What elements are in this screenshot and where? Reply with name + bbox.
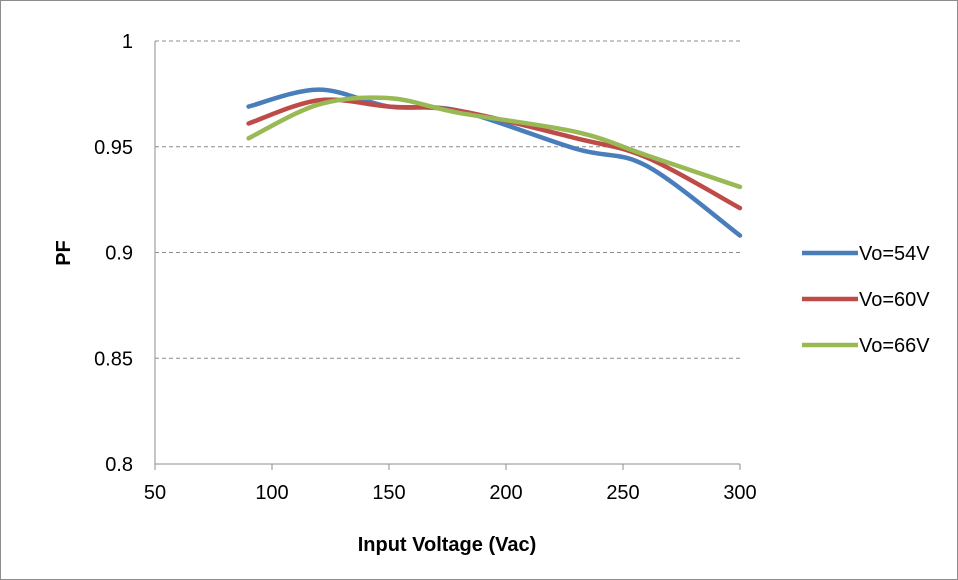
x-tick-label: 300 [723, 482, 756, 504]
legend: Vo=54V Vo=60V Vo=66V [802, 243, 930, 357]
x-tick-label: 50 [144, 482, 166, 504]
series-line-2 [246, 97, 743, 211]
legend-label-3: Vo=66V [859, 335, 930, 357]
series-lines [246, 87, 743, 238]
series-line-3 [246, 95, 743, 190]
x-axis-title: Input Voltage (Vac) [358, 534, 537, 556]
grid-lines [155, 40, 740, 359]
x-tick-label: 150 [372, 482, 405, 504]
x-tick-label: 200 [489, 482, 522, 504]
legend-label-1: Vo=54V [859, 243, 930, 265]
axes [154, 41, 741, 470]
y-tick-label: 0.85 [94, 348, 133, 370]
x-tick-label: 100 [255, 482, 288, 504]
x-tick-label: 250 [606, 482, 639, 504]
y-tick-label: 0.95 [94, 137, 133, 159]
y-tick-label: 1 [122, 31, 133, 53]
legend-label-2: Vo=60V [859, 289, 930, 311]
y-tick-label: 0.9 [105, 243, 133, 265]
y-axis-title: PF [53, 240, 75, 266]
y-tick-label: 0.8 [105, 454, 133, 476]
